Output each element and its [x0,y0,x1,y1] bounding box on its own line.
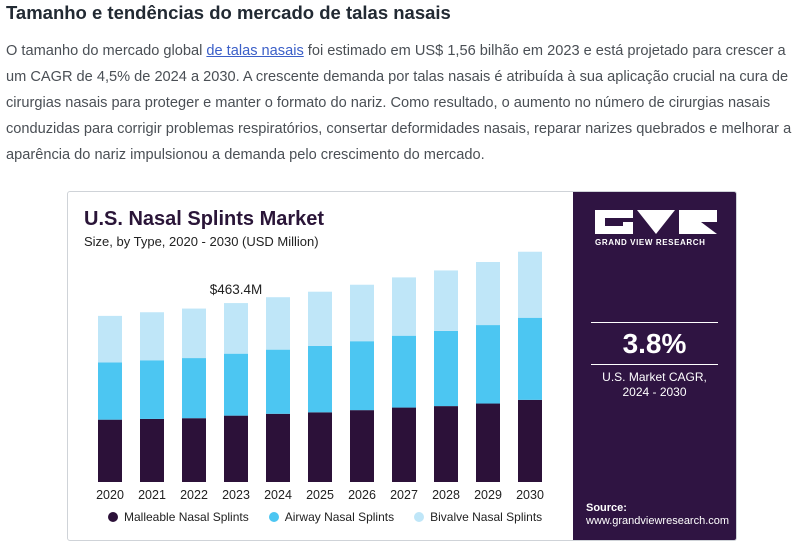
source-label: Source: [586,502,627,514]
bar-airway-2030 [518,317,542,400]
legend-item-bivalve: Bivalve Nasal Splints [414,510,542,524]
page-heading: Tamanho e tendências do mercado de talas… [6,2,451,23]
bar-bivalve-2026 [350,284,374,342]
bar-malleable-2025 [308,412,332,482]
x-tick-label: 2021 [138,488,166,502]
bar-bivalve-2025 [308,291,332,346]
bar-bivalve-2028 [434,270,458,331]
bar-chart: 2020 2021 2022 2023 2024 2025 2026 2027 2028 2029… [96,251,544,502]
para-text-rest: foi estimado em US$ 1,56 bilhão em 2023 … [6,43,792,163]
chart-legend: Malleable Nasal Splints Airway Nasal Spl… [108,510,568,524]
bar-malleable-2028 [434,406,458,482]
para-text-start: O tamanho do mercado global [6,43,207,59]
bar-airway-2028 [434,330,458,407]
bar-airway-2024 [266,349,290,414]
cagr-value: 3.8% [622,328,687,359]
legend-label-bivalve: Bivalve Nasal Splints [430,510,543,524]
legend-item-malleable: Malleable Nasal Splints [108,510,249,524]
x-tick-label: 2025 [306,488,334,502]
middle-divider [591,364,718,365]
bar-malleable-2023 [224,415,248,482]
bar-bivalve-2020 [98,315,122,363]
intro-paragraph: O tamanho do mercado global de talas nas… [6,38,801,168]
bar-airway-2025 [308,345,332,413]
bar-airway-2026 [350,341,374,411]
bar-airway-2027 [392,335,416,408]
market-chart-card: U.S. Nasal Splints Market Size, by Type,… [67,191,737,541]
chart-subtitle: Size, by Type, 2020 - 2030 (USD Million) [84,234,319,249]
chart-title: U.S. Nasal Splints Market [84,208,325,230]
bar-malleable-2030 [518,399,542,482]
sidebar-panel: GRAND VIEW RESEARCH 3.8% U.S. Market CAG… [573,192,736,540]
bar-malleable-2027 [392,407,416,482]
nasal-splints-link[interactable]: de talas nasais [206,43,304,59]
bar-malleable-2020 [98,419,122,482]
top-divider [591,322,718,323]
bar-airway-2021 [140,360,164,419]
cagr-label-line2: 2024 - 2030 [622,385,687,399]
bar-bivalve-2024 [266,297,290,350]
legend-label-airway: Airway Nasal Splints [284,510,395,524]
bar-bivalve-2021 [140,312,164,361]
x-tick-label: 2029 [474,488,502,502]
bar-malleable-2026 [350,410,374,482]
bar-airway-2020 [98,362,122,420]
bar-malleable-2024 [266,413,290,482]
x-tick-label: 2026 [348,488,376,502]
bar-airway-2023 [224,353,248,416]
data-label-2023: $463.4M [210,282,263,297]
legend-label-malleable: Malleable Nasal Splints [124,510,249,524]
x-tick-label: 2020 [96,488,124,502]
bar-bivalve-2027 [392,277,416,336]
chart-panel: U.S. Nasal Splints Market Size, by Type,… [68,192,573,540]
x-tick-label: 2024 [264,488,292,502]
legend-swatch-airway [268,512,279,522]
source-url[interactable]: www.grandviewresearch.com [586,515,730,527]
gvr-logo-icon [595,210,717,234]
legend-swatch-malleable [108,512,118,522]
x-tick-label: 2027 [390,488,418,502]
bar-bivalve-2030 [518,251,542,318]
cagr-label: U.S. Market CAGR, 2024 - 2030 [573,370,736,400]
cagr-label-line1: U.S. Market CAGR, [602,370,707,384]
x-tick-label: 2030 [516,488,544,502]
legend-swatch-bivalve [414,512,425,522]
bar-malleable-2021 [140,418,164,482]
brand-name: GRAND VIEW RESEARCH [595,238,706,247]
bar-airway-2022 [182,358,206,419]
bar-malleable-2022 [182,418,206,482]
bar-malleable-2029 [476,403,500,482]
bar-bivalve-2022 [182,308,206,359]
bar-bivalve-2029 [476,262,500,326]
x-tick-label: 2022 [180,488,208,502]
x-tick-label: 2023 [222,488,250,502]
legend-item-airway: Airway Nasal Splints [268,510,395,524]
x-tick-label: 2028 [432,488,460,502]
bar-bivalve-2023 [224,303,248,354]
bar-airway-2029 [476,325,500,404]
